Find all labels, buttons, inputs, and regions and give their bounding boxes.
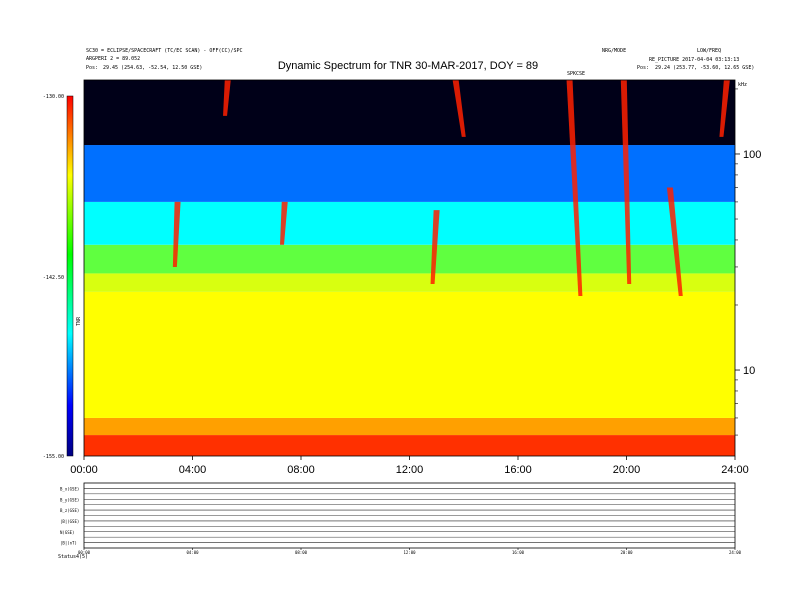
radio-burst-5 xyxy=(566,80,583,297)
y-tick-label-0: 100 xyxy=(743,149,761,161)
status-label: Status xyxy=(58,554,76,560)
status-value: 4(5) xyxy=(76,554,88,560)
lower-row-label-2: B_z(GSE) xyxy=(60,508,79,513)
lower-row-label-5: |B|(nT) xyxy=(60,541,77,546)
radio-burst-7 xyxy=(666,187,683,297)
colorbar xyxy=(66,95,74,457)
colorbar-label: TNR xyxy=(76,316,82,326)
spectrum-band-2 xyxy=(84,291,735,418)
radio-burst-2 xyxy=(280,201,288,245)
header-left-pos-label: Pos: xyxy=(86,65,98,71)
chart-title: Dynamic Spectrum for TNR 30-MAR-2017, DO… xyxy=(278,60,538,72)
lower-x-tick-label-6: 24:00 xyxy=(729,550,742,555)
radio-burst-3 xyxy=(430,210,440,285)
lower-x-tick-label-2: 08:00 xyxy=(295,550,308,555)
header-right-pos-label: Pos: xyxy=(637,65,649,71)
radio-burst-8 xyxy=(719,80,730,137)
spectrum-band-4 xyxy=(84,244,735,274)
x-tick-label-2: 08:00 xyxy=(287,464,315,476)
header-right-line2: RE_PICTURE 2017-04-04 03:13:13 xyxy=(649,57,739,63)
lower-row-label-3: |B|(GSE) xyxy=(60,519,79,524)
colorbar-tick-top: -130.00 xyxy=(43,94,64,100)
radio-burst-4 xyxy=(452,80,466,137)
colorbar-tick-mid: -142.50 xyxy=(43,275,64,281)
radio-burst-0 xyxy=(172,201,181,267)
spectrum-band-5 xyxy=(84,201,735,245)
x-axis: 00:00 04:00 08:00 12:00 16:00 20:00 24:00 xyxy=(70,456,749,476)
lower-row-label-4: N(GSE) xyxy=(60,530,74,535)
spectrum-band-0 xyxy=(84,435,735,456)
y-axis: 100 10 xyxy=(735,88,761,436)
spectrum-band-1 xyxy=(84,417,735,436)
spectrum-band-7 xyxy=(84,80,735,146)
header-left-line2: ARGPERI 2 = 89.052 xyxy=(86,56,140,62)
radio-burst-6 xyxy=(620,80,632,285)
y-tick-label-1: 10 xyxy=(743,365,755,377)
header-right-line1a: NRG/MODE xyxy=(602,48,626,54)
x-tick-label-6: 24:00 xyxy=(721,464,749,476)
khz-label: kHz xyxy=(738,82,747,88)
x-tick-label-3: 12:00 xyxy=(396,464,424,476)
header-left-line1: SC30 = ECLIPSE/SPACECRAFT (TC/EC SCAN) -… xyxy=(86,48,243,54)
colorbar-tick-bottom: -155.00 xyxy=(43,454,64,460)
x-tick-label-0: 00:00 xyxy=(70,464,98,476)
spectrum-band-3 xyxy=(84,273,735,292)
event-marker-label: SPKCSE xyxy=(567,71,585,77)
header-right-line1b: LOW/FREQ xyxy=(697,48,721,54)
lower-x-tick-label-1: 04:00 xyxy=(186,550,199,555)
lower-x-tick-label-0: 00:00 xyxy=(78,550,91,555)
lower-row-label-1: B_y(GSE) xyxy=(60,497,79,502)
lower-row-label-0: B_x(GSE) xyxy=(60,486,79,491)
lower-panel: B_x(GSE) B_y(GSE) B_z(GSE) |B|(GSE) N(GSE) |B… xyxy=(60,482,742,555)
spectrum-band-6 xyxy=(84,145,735,202)
lower-x-tick-label-3: 12:00 xyxy=(403,550,416,555)
lower-x-tick-label-5: 20:00 xyxy=(620,550,633,555)
x-tick-label-1: 04:00 xyxy=(179,464,207,476)
radio-burst-1 xyxy=(223,80,231,116)
spectrogram xyxy=(84,80,735,456)
x-tick-label-5: 20:00 xyxy=(613,464,641,476)
x-tick-label-4: 16:00 xyxy=(504,464,532,476)
header-right-pos-value: 29.24 (253.77, -53.60, 12.65 GSE) xyxy=(655,65,754,71)
lower-x-tick-label-4: 16:00 xyxy=(512,550,525,555)
header-left-pos-value: 29.45 (254.63, -52.54, 12.50 GSE) xyxy=(103,65,202,71)
